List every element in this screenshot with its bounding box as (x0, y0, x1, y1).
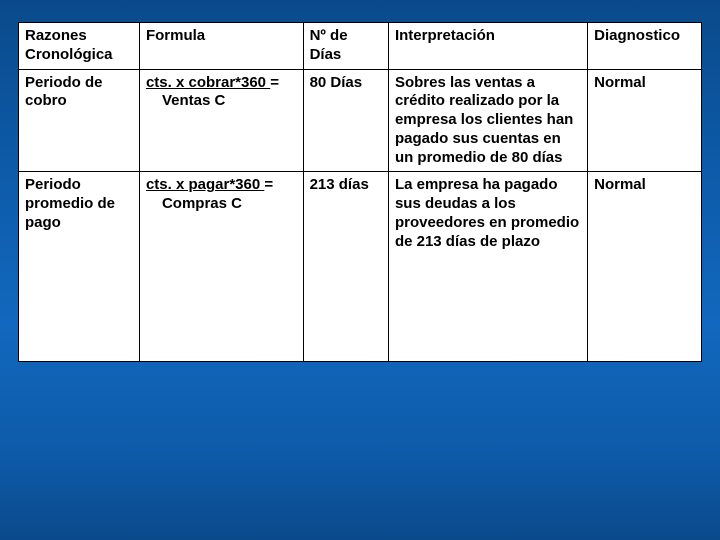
cell-formula: cts. x pagar*360 = Compras C (139, 172, 303, 362)
formula-equals: = (270, 74, 279, 91)
formula-denominator: Compras C (146, 195, 297, 214)
cell-interp: La empresa ha pagado sus deudas a los pr… (388, 172, 587, 362)
header-formula: Formula (139, 23, 303, 70)
formula-numerator: cts. x pagar*360 (146, 176, 264, 193)
cell-razones: Periodo de cobro (19, 69, 140, 172)
header-interp: Interpretación (388, 23, 587, 70)
cell-diag: Normal (588, 69, 702, 172)
formula-denominator: Ventas C (146, 92, 297, 111)
formula-equals: = (264, 176, 273, 193)
cell-formula: cts. x cobrar*360 = Ventas C (139, 69, 303, 172)
table-row: Periodo promedio de pago cts. x pagar*36… (19, 172, 702, 362)
cell-dias: 213 días (303, 172, 388, 362)
ratios-table: Razones Cronológica Formula Nº de Días I… (18, 22, 702, 362)
header-dias: Nº de Días (303, 23, 388, 70)
header-razones: Razones Cronológica (19, 23, 140, 70)
table-header-row: Razones Cronológica Formula Nº de Días I… (19, 23, 702, 70)
cell-razones: Periodo promedio de pago (19, 172, 140, 362)
cell-dias: 80 Días (303, 69, 388, 172)
formula-numerator: cts. x cobrar*360 (146, 74, 270, 91)
cell-interp: Sobres las ventas a crédito realizado po… (388, 69, 587, 172)
header-diag: Diagnostico (588, 23, 702, 70)
cell-diag: Normal (588, 172, 702, 362)
table-row: Periodo de cobro cts. x cobrar*360 = Ven… (19, 69, 702, 172)
